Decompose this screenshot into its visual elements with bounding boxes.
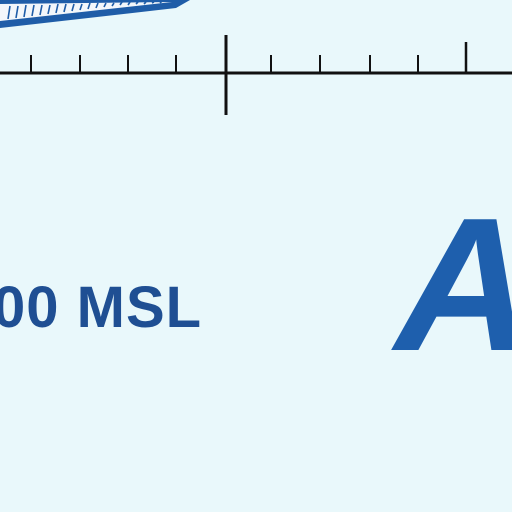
- altitude-label: 00 MSL: [0, 275, 203, 340]
- ruler-icon: [0, 35, 512, 115]
- large-letter: A: [395, 190, 512, 380]
- ribbon-band-icon: [0, 0, 190, 28]
